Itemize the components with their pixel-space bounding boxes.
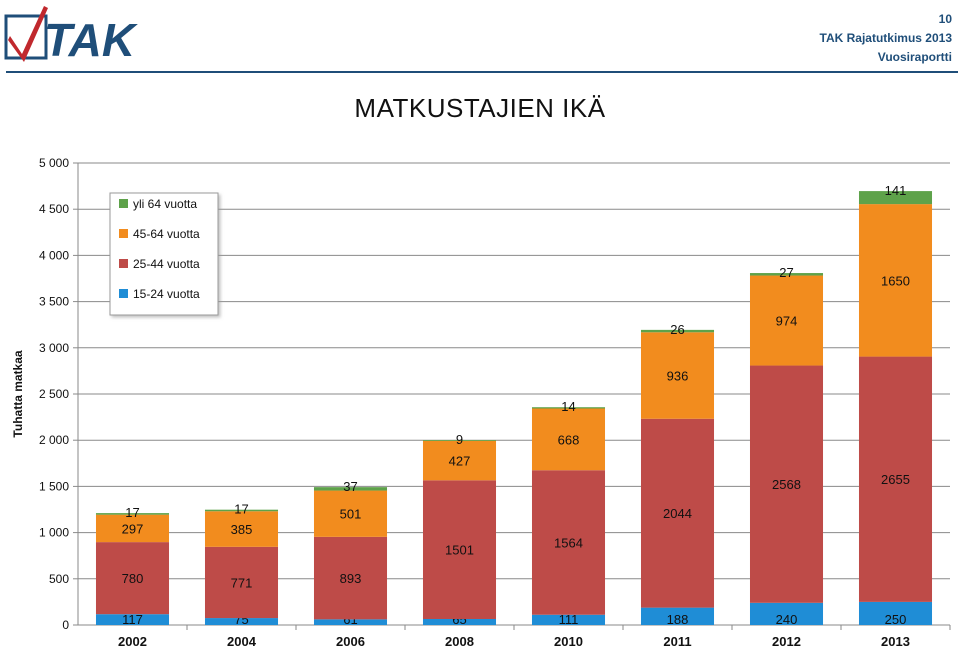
bar-segment <box>749 273 824 276</box>
bar-segment <box>204 511 279 547</box>
data-label: 9 <box>456 432 463 447</box>
bar-segment <box>313 487 388 491</box>
data-label: 111 <box>559 612 579 627</box>
bar-segment <box>95 614 170 625</box>
bar-segment <box>313 619 388 625</box>
header-divider <box>6 71 958 73</box>
bar-segment <box>531 614 606 625</box>
bar-segment <box>422 480 497 619</box>
bar-segment <box>640 607 715 625</box>
data-label: 141 <box>885 183 907 198</box>
bar-segment <box>313 536 388 620</box>
data-label: 27 <box>779 265 793 280</box>
data-label: 26 <box>670 322 684 337</box>
data-label: 250 <box>885 612 907 627</box>
data-label: 893 <box>340 571 362 586</box>
tak-logo: TAK <box>4 6 138 64</box>
bar-segment <box>95 513 170 515</box>
x-tick-label: 2011 <box>663 634 691 649</box>
legend-swatch <box>119 199 128 208</box>
data-label: 385 <box>231 522 253 537</box>
y-tick-label: 1 500 <box>39 479 69 493</box>
x-tick-label: 2008 <box>445 634 474 649</box>
data-label: 2655 <box>881 472 910 487</box>
data-label: 17 <box>234 502 248 517</box>
y-tick-label: 4 500 <box>39 202 69 216</box>
bar-segment <box>749 602 824 625</box>
bar-segment <box>95 542 170 615</box>
data-label: 427 <box>449 454 471 469</box>
legend-swatch <box>119 229 128 238</box>
legend-label: yli 64 vuotta <box>133 197 197 211</box>
bar-segment <box>313 490 388 537</box>
bar-segment <box>422 440 497 481</box>
y-tick-label: 2 000 <box>39 433 69 447</box>
data-label: 297 <box>122 521 144 536</box>
report-title: TAK Rajatutkimus 2013 <box>819 31 953 45</box>
y-tick-label: 5 000 <box>39 156 69 170</box>
data-label: 974 <box>776 314 798 329</box>
page-header: TAK 10 TAK Rajatutkimus 2013 Vuosiraport… <box>0 0 960 78</box>
y-axis-label: Tuhatta matkaa <box>11 350 25 437</box>
stacked-bar-chart: 0 500 1 000 1 500 2 000 2 500 3 000 3 500 4 000 4… <box>11 156 951 649</box>
report-subtitle: Vuosiraportti <box>877 50 952 64</box>
bar-segment <box>422 618 497 625</box>
data-label: 780 <box>122 571 144 586</box>
data-label: 1564 <box>554 535 583 550</box>
x-tick-label: 2006 <box>336 634 365 649</box>
header-info: 10 TAK Rajatutkimus 2013 Vuosiraportti <box>820 10 953 67</box>
logo-text: TAK <box>44 14 138 64</box>
data-label: 188 <box>667 612 689 627</box>
data-label: 117 <box>122 612 143 627</box>
bar-segment <box>749 275 824 366</box>
x-tick-label: 2004 <box>227 634 257 649</box>
bar-segment <box>858 356 933 602</box>
chart-title: MATKUSTAJIEN IKÄ <box>354 93 606 123</box>
data-label: 1501 <box>445 543 474 558</box>
y-tick-label: 4 000 <box>39 248 69 262</box>
y-tick-label: 1 000 <box>39 526 69 540</box>
data-label: 37 <box>343 479 357 494</box>
y-tick-label: 2 500 <box>39 387 69 401</box>
y-tick-label: 3 500 <box>39 295 69 309</box>
bar-segment <box>204 546 279 619</box>
data-label: 2044 <box>663 506 692 521</box>
y-tick-label: 0 <box>62 618 69 632</box>
x-tick-label: 2013 <box>881 634 910 649</box>
data-label: 936 <box>667 369 689 384</box>
data-label: 240 <box>776 612 798 627</box>
bar-segment <box>422 440 497 441</box>
bar-segment <box>858 601 933 625</box>
legend-swatch <box>119 289 128 298</box>
y-tick-label: 3 000 <box>39 341 69 355</box>
bar-segment <box>531 470 606 615</box>
bar-segment <box>858 204 933 357</box>
bar-segment <box>531 408 606 471</box>
x-tick-label: 2010 <box>554 634 583 649</box>
bar-segment <box>749 365 824 603</box>
legend-label: 25-44 vuotta <box>133 257 200 271</box>
bar-segment <box>858 191 933 205</box>
page-number: 10 <box>938 12 952 26</box>
bar-segment <box>204 509 279 512</box>
x-tick-label: 2002 <box>118 634 147 649</box>
bar-segment <box>204 618 279 625</box>
data-label: 2568 <box>772 477 801 492</box>
data-label: 1650 <box>881 273 910 288</box>
legend-label: 15-24 vuotta <box>133 287 200 301</box>
data-label: 17 <box>125 505 139 520</box>
data-label: 771 <box>231 575 253 590</box>
legend-label: 45-64 vuotta <box>133 227 200 241</box>
bar-segment <box>640 418 715 608</box>
bar-segment <box>95 514 170 543</box>
bar-segment <box>640 332 715 419</box>
data-label: 668 <box>558 432 580 447</box>
legend-swatch <box>119 259 128 268</box>
bar-segment <box>531 407 606 409</box>
y-tick-label: 500 <box>49 572 69 586</box>
x-tick-label: 2012 <box>772 634 801 649</box>
data-label: 501 <box>340 507 362 522</box>
bar-segment <box>640 329 715 333</box>
data-label: 14 <box>561 399 575 414</box>
